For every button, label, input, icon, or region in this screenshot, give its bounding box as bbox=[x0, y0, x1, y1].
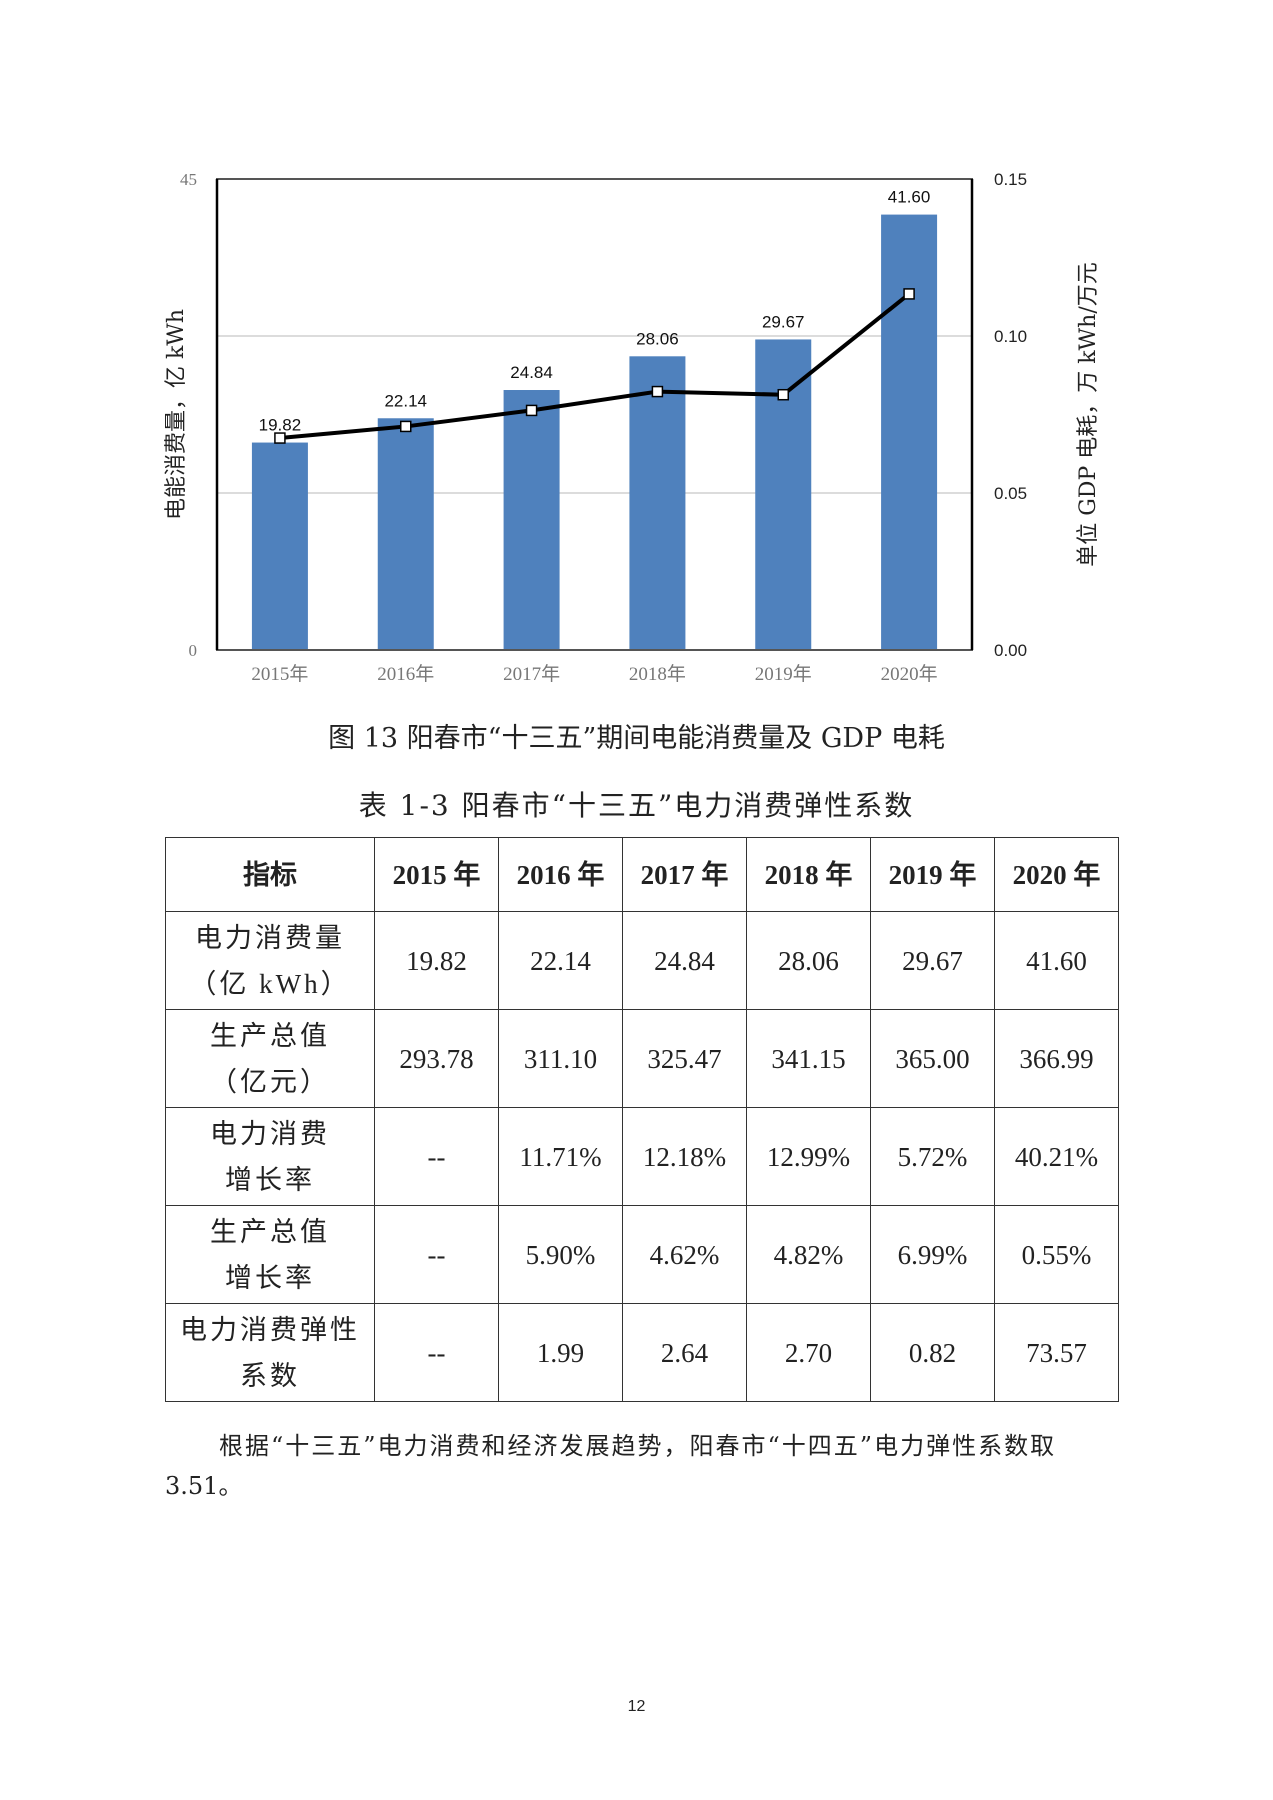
x-tick-label: 2016年 bbox=[377, 663, 434, 685]
elasticity-table: 指标 2015 年 2016 年 2017 年 2018 年 2019 年 20… bbox=[165, 837, 1119, 1402]
table-cell: 28.06 bbox=[746, 911, 871, 1010]
row-label-line: 电力消费弹性 bbox=[180, 1314, 360, 1345]
table-cell: 365.00 bbox=[870, 1009, 995, 1108]
line-marker bbox=[903, 288, 915, 300]
row-label-line: 生产总值 bbox=[210, 1216, 330, 1247]
line-marker bbox=[651, 385, 664, 398]
table-cell: 40.21% bbox=[994, 1107, 1119, 1206]
row-label: 生产总值 增长率 bbox=[165, 1205, 375, 1304]
row-label: 电力消费弹性 系数 bbox=[165, 1303, 375, 1402]
row-label-line: 增长率 bbox=[225, 1164, 315, 1195]
header-cell: 2015 年 bbox=[374, 837, 499, 912]
bar-data-label: 22.14 bbox=[384, 391, 427, 410]
y2-tick-label: 0.00 bbox=[994, 641, 1027, 660]
y-tick-label: 0 bbox=[189, 641, 198, 660]
table-cell: 311.10 bbox=[498, 1009, 623, 1108]
header-cell: 2016 年 bbox=[498, 837, 623, 912]
line-marker bbox=[525, 404, 538, 417]
table-row: 电力消费弹性 系数 -- 1.99 2.64 2.70 0.82 73.57 bbox=[165, 1303, 1119, 1402]
header-cell: 2019 年 bbox=[870, 837, 995, 912]
table-cell: 11.71% bbox=[498, 1107, 623, 1206]
table-cell: 5.90% bbox=[498, 1205, 623, 1304]
table-cell: 5.72% bbox=[870, 1107, 995, 1206]
page-number: 12 bbox=[627, 1698, 646, 1715]
chart: 0.00 0.05 0.10 0.15 0 45 19.82 2015年 22.14 2016年 2… bbox=[164, 170, 1101, 685]
table-cell: 29.67 bbox=[870, 911, 995, 1010]
table-cell: 22.14 bbox=[498, 911, 623, 1010]
table-row: 生产总值 增长率 -- 5.90% 4.62% 4.82% 6.99% 0.55% bbox=[165, 1205, 1119, 1304]
header-cell: 2020 年 bbox=[994, 837, 1119, 912]
y2-tick-label: 0.15 bbox=[994, 170, 1027, 189]
table-cell: 12.18% bbox=[622, 1107, 747, 1206]
header-cell: 2018 年 bbox=[746, 837, 871, 912]
table-row: 电力消费量 （亿 kWh） 19.82 22.14 24.84 28.06 29.67 41.… bbox=[165, 911, 1119, 1010]
y2-axis-title: 单位 GDP 电耗，万 kWh/万元 bbox=[1076, 262, 1101, 567]
table-cell: 293.78 bbox=[374, 1009, 499, 1108]
header-cell: 2017 年 bbox=[622, 837, 747, 912]
bar bbox=[503, 390, 560, 650]
bar-data-label: 41.60 bbox=[888, 188, 931, 207]
table-cell: 24.84 bbox=[622, 911, 747, 1010]
line-marker bbox=[400, 420, 412, 433]
y2-tick-label: 0.05 bbox=[994, 484, 1027, 503]
y-tick-label: 45 bbox=[180, 170, 197, 189]
row-label-line: 生产总值 bbox=[210, 1020, 330, 1051]
bar-data-label: 29.67 bbox=[762, 312, 805, 331]
plot-frame bbox=[216, 178, 973, 651]
table-row: 生产总值 （亿元） 293.78 311.10 325.47 341.15 365.00 36… bbox=[165, 1009, 1119, 1108]
table-cell: -- bbox=[374, 1107, 499, 1206]
table-title: 表 1-3 阳春市“十三五”电力消费弹性系数 bbox=[358, 789, 915, 822]
table-cell: 366.99 bbox=[994, 1009, 1119, 1108]
table-cell: 0.82 bbox=[870, 1303, 995, 1402]
table-cell: 325.47 bbox=[622, 1009, 747, 1108]
table-cell: 41.60 bbox=[994, 911, 1119, 1010]
row-label-line: （亿 kWh） bbox=[189, 968, 351, 999]
row-label-line: 增长率 bbox=[225, 1262, 315, 1293]
row-label: 生产总值 （亿元） bbox=[165, 1009, 375, 1108]
table-cell: 0.55% bbox=[994, 1205, 1119, 1304]
gdp-intensity-line bbox=[279, 292, 911, 441]
y2-tick-label: 0.10 bbox=[994, 327, 1027, 346]
row-label-line: 电力消费 bbox=[210, 1118, 330, 1149]
table-header-row: 指标 2015 年 2016 年 2017 年 2018 年 2019 年 20… bbox=[165, 837, 1119, 912]
bar-data-label: 19.82 bbox=[259, 416, 302, 435]
x-tick-label: 2019年 bbox=[755, 663, 812, 685]
row-label-line: 电力消费量 bbox=[195, 922, 345, 953]
table-cell: 1.99 bbox=[498, 1303, 623, 1402]
row-label-line: （亿元） bbox=[210, 1066, 330, 1097]
header-cell: 指标 bbox=[165, 837, 375, 912]
row-label: 电力消费 增长率 bbox=[165, 1107, 375, 1206]
table-cell: -- bbox=[374, 1205, 499, 1304]
table-cell: 6.99% bbox=[870, 1205, 995, 1304]
table-cell: 12.99% bbox=[746, 1107, 871, 1206]
row-label-line: 系数 bbox=[240, 1360, 300, 1391]
bar bbox=[881, 214, 938, 650]
bar bbox=[377, 418, 434, 650]
row-label: 电力消费量 （亿 kWh） bbox=[165, 911, 375, 1010]
table-cell: 4.62% bbox=[622, 1205, 747, 1304]
bar bbox=[629, 356, 686, 650]
bar-data-label: 28.06 bbox=[636, 329, 679, 348]
paragraph-line-2: 3.51。 bbox=[165, 1472, 243, 1500]
line-marker bbox=[274, 432, 286, 444]
x-tick-label: 2020年 bbox=[881, 663, 938, 685]
x-tick-label: 2015年 bbox=[251, 663, 308, 685]
x-tick-label: 2018年 bbox=[629, 663, 686, 685]
paragraph-line-1: 根据“十三五”电力消费和经济发展趋势，阳春市“十四五”电力弹性系数取 bbox=[219, 1432, 1057, 1460]
table-cell: 2.64 bbox=[622, 1303, 747, 1402]
bar bbox=[251, 442, 308, 650]
x-tick-label: 2017年 bbox=[503, 663, 560, 685]
table-cell: 341.15 bbox=[746, 1009, 871, 1108]
y-axis-title: 电能消费量，亿 kWh bbox=[164, 309, 189, 520]
line-marker bbox=[777, 388, 789, 401]
table-cell: 2.70 bbox=[746, 1303, 871, 1402]
bar bbox=[755, 339, 812, 650]
table-cell: 73.57 bbox=[994, 1303, 1119, 1402]
table-cell: -- bbox=[374, 1303, 499, 1402]
bar-data-label: 24.84 bbox=[510, 363, 553, 382]
table-cell: 19.82 bbox=[374, 911, 499, 1010]
figure-caption: 图 13 阳春市“十三五”期间电能消费量及 GDP 电耗 bbox=[328, 723, 945, 754]
table-row: 电力消费 增长率 -- 11.71% 12.18% 12.99% 5.72% 40.21% bbox=[165, 1107, 1119, 1206]
table-cell: 4.82% bbox=[746, 1205, 871, 1304]
